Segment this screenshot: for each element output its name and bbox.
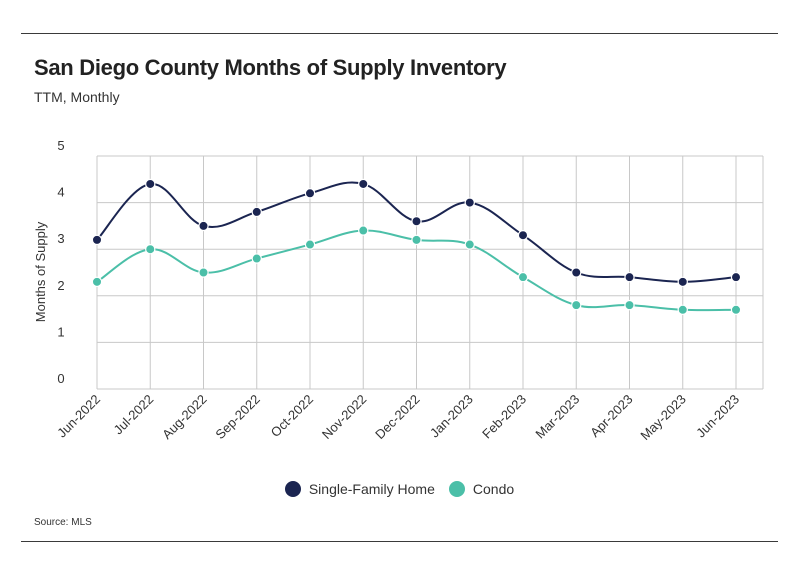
data-point-condo-mar-2023[interactable] xyxy=(571,299,582,311)
y-tick-label-3: 3 xyxy=(57,231,64,246)
data-point-single-family-home-sep-2022[interactable] xyxy=(251,206,262,218)
y-axis-title: Months of Supply xyxy=(33,221,48,322)
data-point-condo-feb-2023[interactable] xyxy=(517,271,529,283)
data-point-condo-dec-2022[interactable] xyxy=(411,234,422,246)
y-tick-labels: 0 1 2 3 4 5 xyxy=(57,138,64,386)
y-tick-label-4: 4 xyxy=(57,185,64,200)
data-point-single-family-home-mar-2023[interactable] xyxy=(571,267,582,278)
line-chart: 0 1 2 3 4 5 Months of Supply Jun-2022 Jul-2022… xyxy=(33,138,764,443)
y-tick-label-0: 0 xyxy=(57,371,64,386)
data-point-single-family-home-jun-2022[interactable] xyxy=(91,234,103,246)
x-tick-label-apr-2023: Apr-2023 xyxy=(587,392,635,440)
legend-item-condo[interactable]: Condo xyxy=(448,481,515,497)
data-point-condo-apr-2023[interactable] xyxy=(624,299,635,311)
x-tick-label-may-2023: May-2023 xyxy=(637,392,688,443)
data-point-single-family-home-jul-2022[interactable] xyxy=(145,178,156,190)
x-tick-label-aug-2022: Aug-2022 xyxy=(159,392,209,442)
data-point-single-family-home-apr-2023[interactable] xyxy=(624,271,635,283)
data-point-single-family-home-feb-2023[interactable] xyxy=(517,230,529,241)
source-note: Source: MLS xyxy=(34,517,92,528)
data-point-condo-jun-2023[interactable] xyxy=(730,304,742,315)
legend-marker-condo xyxy=(448,481,465,497)
data-point-single-family-home-jan-2023[interactable] xyxy=(464,197,475,208)
x-tick-label-jun-2023: Jun-2023 xyxy=(693,392,742,441)
bottom-rule xyxy=(21,541,778,542)
x-tick-label-oct-2022: Oct-2022 xyxy=(268,392,316,440)
x-tick-label-mar-2023: Mar-2023 xyxy=(532,392,582,442)
chart-title: San Diego County Months of Supply Invent… xyxy=(34,55,507,80)
y-tick-label-1: 1 xyxy=(57,324,64,339)
data-point-single-family-home-may-2023[interactable] xyxy=(677,276,688,288)
data-point-condo-nov-2022[interactable] xyxy=(358,225,369,236)
legend: Single-Family Home Condo xyxy=(0,481,799,497)
legend-label-single-family: Single-Family Home xyxy=(308,481,435,497)
data-point-condo-aug-2022[interactable] xyxy=(198,267,209,278)
data-point-single-family-home-aug-2022[interactable] xyxy=(198,220,209,232)
x-tick-label-feb-2023: Feb-2023 xyxy=(479,392,529,442)
data-point-single-family-home-dec-2022[interactable] xyxy=(411,216,422,227)
data-point-single-family-home-jun-2023[interactable] xyxy=(730,271,742,283)
data-point-single-family-home-nov-2022[interactable] xyxy=(358,178,369,190)
legend-item-single-family[interactable]: Single-Family Home xyxy=(284,481,435,497)
data-point-condo-sep-2022[interactable] xyxy=(251,253,262,264)
legend-marker-single-family xyxy=(284,481,301,497)
x-tick-label-jun-2022: Jun-2022 xyxy=(54,392,103,441)
x-tick-label-jul-2022: Jul-2022 xyxy=(110,392,156,438)
x-tick-label-sep-2022: Sep-2022 xyxy=(212,392,262,442)
legend-label-condo: Condo xyxy=(472,481,515,497)
data-point-condo-may-2023[interactable] xyxy=(677,304,688,315)
x-tick-label-nov-2022: Nov-2022 xyxy=(319,392,369,442)
data-point-condo-jul-2022[interactable] xyxy=(145,243,156,255)
grid-layer xyxy=(96,155,764,390)
data-point-condo-jan-2023[interactable] xyxy=(464,239,475,250)
data-point-condo-oct-2022[interactable] xyxy=(304,239,316,250)
data-point-single-family-home-oct-2022[interactable] xyxy=(304,188,316,199)
chart-subtitle: TTM, Monthly xyxy=(34,89,120,105)
x-tick-label-jan-2023: Jan-2023 xyxy=(427,392,476,441)
data-point-condo-jun-2022[interactable] xyxy=(91,276,103,288)
series-layer xyxy=(91,178,742,315)
y-tick-label-2: 2 xyxy=(57,278,64,293)
y-tick-label-5: 5 xyxy=(57,138,64,153)
x-tick-labels: Jun-2022 Jul-2022 Aug-2022 Sep-2022 Oct-2022… xyxy=(54,392,742,443)
x-tick-label-dec-2022: Dec-2022 xyxy=(372,392,422,442)
top-rule xyxy=(21,33,778,34)
